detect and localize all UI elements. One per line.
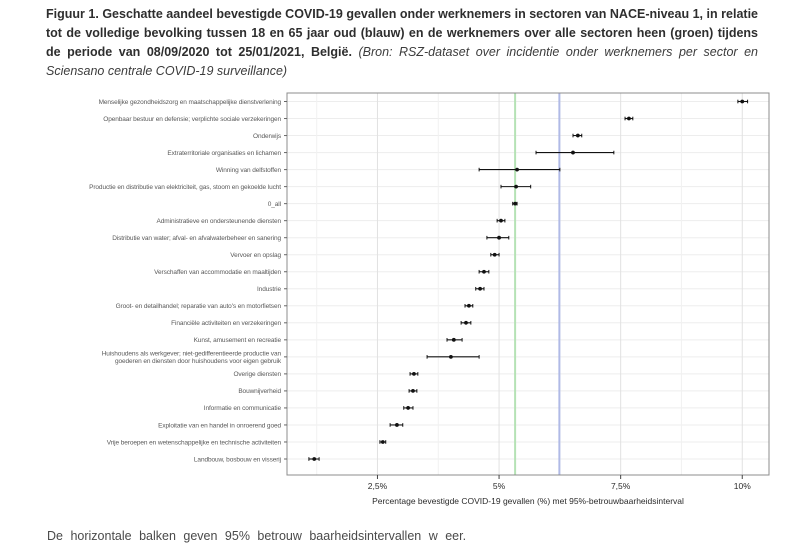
data-point <box>497 235 501 240</box>
category-label-line: Winning van delfstoffen <box>216 167 282 174</box>
x-axis-title: Percentage bevestigde COVID-19 gevallen … <box>372 496 684 506</box>
category-label-line: Industrie <box>257 286 282 293</box>
category-label: Groot- en detailhandel; reparatie van au… <box>116 303 282 310</box>
category-label-line: Huishoudens als werkgever; niet-gediffer… <box>102 351 282 358</box>
data-point <box>514 184 518 189</box>
category-label-line: Administratieve en ondersteunende dienst… <box>157 218 282 225</box>
figure-footnote: De horizontale balken geven 95% betrouw … <box>47 529 467 543</box>
category-label: Menselijke gezondheidszorg en maatschapp… <box>99 99 282 106</box>
category-label: Administratieve en ondersteunende dienst… <box>157 218 282 225</box>
category-label-line: Verschaffen van accommodatie en maaltijd… <box>154 269 281 276</box>
data-point <box>515 167 519 172</box>
category-label: Financiële activiteiten en verzekeringen <box>171 320 281 327</box>
category-label-line: Kunst, amusement en recreatie <box>194 337 282 344</box>
data-point <box>513 201 518 206</box>
x-tick-label: 2,5% <box>368 481 388 491</box>
figure-caption: Figuur 1. Geschatte aandeel bevestigde C… <box>46 5 758 81</box>
figure-caption-main: Figuur 1. Geschatte aandeel bevestigde C… <box>46 7 758 59</box>
category-label-line: Extraterritoriale organisaties en licham… <box>167 150 281 157</box>
category-label-line: Productie en distributie van elektricite… <box>89 184 281 191</box>
category-label: 0_all <box>268 201 282 208</box>
category-label-line: Groot- en detailhandel; reparatie van au… <box>116 303 282 310</box>
category-label: Vervoer en opslag <box>230 252 281 259</box>
data-point <box>571 150 575 155</box>
data-point <box>412 371 416 376</box>
data-point <box>482 269 486 274</box>
category-label: Kunst, amusement en recreatie <box>194 337 282 344</box>
data-point <box>627 116 631 121</box>
data-point <box>312 457 317 461</box>
category-label-line: Bouwnijverheid <box>238 388 281 395</box>
panel-border <box>286 92 770 476</box>
category-label: Huishoudens als werkgever; niet-gediffer… <box>102 351 282 365</box>
category-label: Exploitatie van en handel in onroerend g… <box>158 422 281 429</box>
category-label-line: Distributie van water; afval- en afvalwa… <box>112 235 281 242</box>
data-point <box>467 303 471 308</box>
category-label: Openbaar bestuur en defensie; verplichte… <box>103 116 281 123</box>
x-tick-label: 5% <box>493 481 506 491</box>
category-label: Distributie van water; afval- en afvalwa… <box>112 235 281 242</box>
category-label-line: Openbaar bestuur en defensie; verplichte… <box>103 116 281 123</box>
category-label-line: Financiële activiteiten en verzekeringen <box>171 320 281 327</box>
covid-sector-dotplot: 2,5% 5% 7,5% 10% Percentage bevestigde COVID… <box>89 92 770 506</box>
category-label: Informatie en communicatie <box>204 405 282 412</box>
category-label: Overige diensten <box>233 371 281 378</box>
category-label-line: Vervoer en opslag <box>230 252 281 259</box>
category-label: Winning van delfstoffen <box>216 167 282 174</box>
chart-panel <box>287 93 769 475</box>
category-label: Landbouw, bosbouw en visserij <box>194 456 281 463</box>
data-point <box>395 423 399 427</box>
category-label: Industrie <box>257 286 282 293</box>
category-label-line: Onderwijs <box>253 133 282 140</box>
data-point <box>411 389 415 393</box>
category-label-line: Exploitatie van en handel in onroerend g… <box>158 422 281 429</box>
category-label: Bouwnijverheid <box>238 388 281 395</box>
category-label-line: Landbouw, bosbouw en visserij <box>194 456 281 463</box>
category-label-line: Menselijke gezondheidszorg en maatschapp… <box>99 99 282 106</box>
category-label: Onderwijs <box>253 133 282 140</box>
category-label: Productie en distributie van elektricite… <box>89 184 281 191</box>
data-point <box>380 440 385 444</box>
data-point <box>478 286 482 291</box>
category-label: Verschaffen van accommodatie en maaltijd… <box>154 269 281 276</box>
category-label: Vrije beroepen en wetenschappelijke en t… <box>107 439 282 446</box>
data-point <box>575 133 580 138</box>
data-point <box>740 99 745 104</box>
data-point <box>464 320 468 325</box>
data-point <box>451 337 456 342</box>
category-label-line: Informatie en communicatie <box>204 405 282 412</box>
data-point <box>406 406 411 410</box>
data-point <box>499 218 503 223</box>
x-tick-label: 7,5% <box>611 481 631 491</box>
x-tick-label: 10% <box>734 481 751 491</box>
category-label-line: Vrije beroepen en wetenschappelijke en t… <box>107 439 282 446</box>
category-label-line: Overige diensten <box>233 371 281 378</box>
category-label-line: 0_all <box>268 201 282 208</box>
data-point <box>449 354 453 359</box>
category-label-line: goederen en diensten door huishoudens vo… <box>115 358 282 365</box>
data-point <box>492 252 497 257</box>
category-label: Extraterritoriale organisaties en licham… <box>167 150 281 157</box>
figure-caption-source: (Bron: RSZ-dataset over incidentie onder… <box>46 45 758 78</box>
